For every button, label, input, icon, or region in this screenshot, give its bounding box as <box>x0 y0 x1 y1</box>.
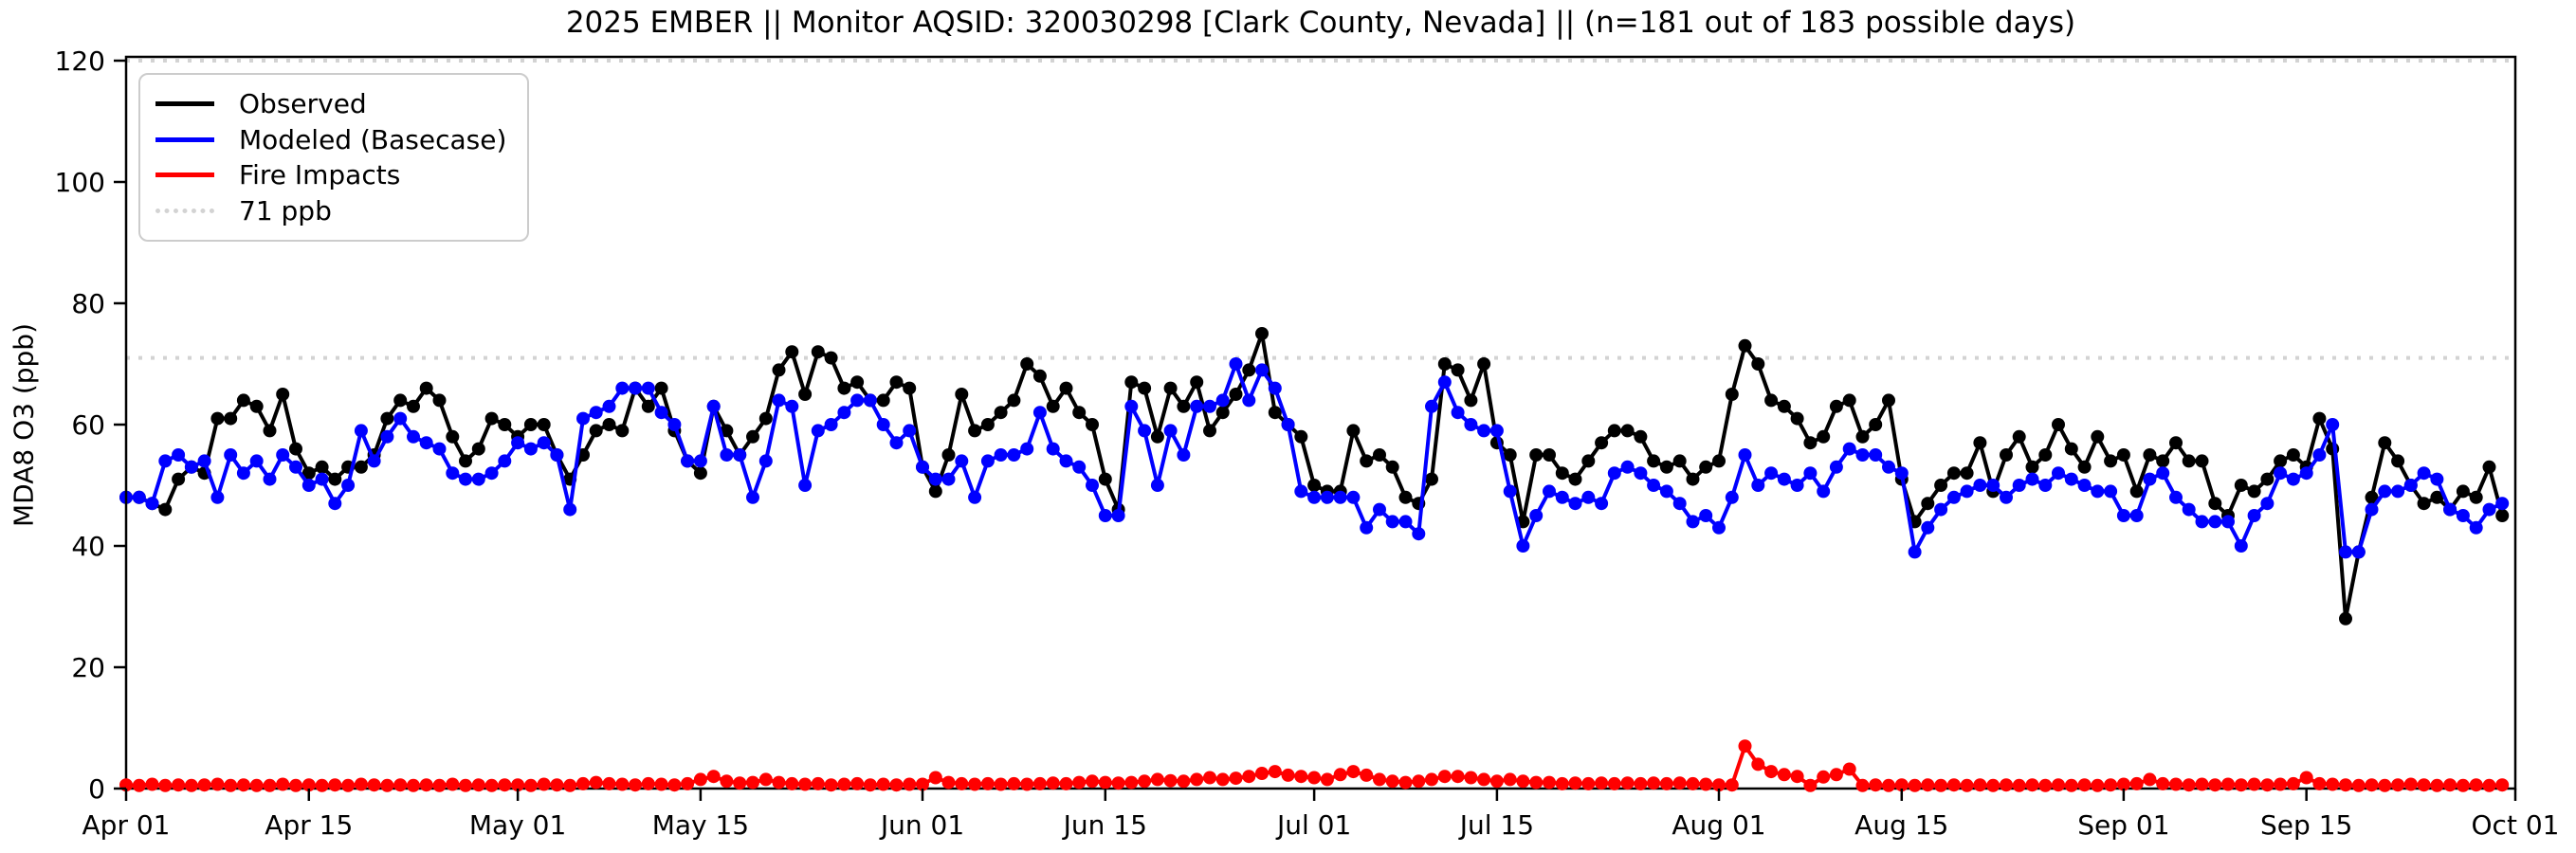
modeled-line-icon <box>155 136 214 142</box>
x-tick-label: Jun 15 <box>1062 809 1147 841</box>
dotted-threshold-line-icon <box>155 208 214 213</box>
x-axis-ticks: Apr 01 Apr 15 May 01 May 15 Jun 01 Jun 15 Jul … <box>82 789 2560 841</box>
x-tick-label: Aug 01 <box>1672 809 1765 841</box>
x-tick-label: Jul 01 <box>1275 809 1351 841</box>
y-tick-label: 0 <box>88 773 105 805</box>
x-tick-label: Sep 15 <box>2260 809 2352 841</box>
series-observed <box>119 327 2510 626</box>
x-tick-label: Oct 01 <box>2472 809 2560 841</box>
observed-line-icon <box>155 101 214 107</box>
legend-item-observed: Observed <box>155 86 506 122</box>
legend-label: Modeled (Basecase) <box>239 123 507 155</box>
x-tick-label: Jun 01 <box>879 809 964 841</box>
legend-item-fire-impacts: Fire Impacts <box>155 157 506 193</box>
legend: Observed Modeled (Basecase) Fire Impacts… <box>138 73 530 242</box>
y-tick-label: 60 <box>71 409 105 441</box>
x-tick-label: May 01 <box>469 809 566 841</box>
y-axis-label: MDA8 O3 (ppb) <box>8 322 40 528</box>
x-tick-label: Apr 01 <box>82 809 171 841</box>
fire-impacts-line-icon <box>155 172 214 178</box>
legend-item-71ppb: 71 ppb <box>155 193 506 229</box>
series-modeled-basecase- <box>119 357 2510 559</box>
y-tick-label: 100 <box>55 167 105 198</box>
x-tick-label: Apr 15 <box>265 809 353 841</box>
legend-item-modeled: Modeled (Basecase) <box>155 122 506 158</box>
y-tick-label: 20 <box>71 652 105 683</box>
legend-label: 71 ppb <box>239 194 332 227</box>
x-tick-label: Sep 01 <box>2077 809 2169 841</box>
chart-title: 2025 EMBER || Monitor AQSID: 320030298 [… <box>565 6 2076 40</box>
y-axis-ticks: 0 20 40 60 80 100 120 <box>55 45 126 805</box>
y-tick-label: 40 <box>71 531 105 562</box>
plot-border <box>124 55 2517 790</box>
y-tick-label: 120 <box>55 45 105 77</box>
y-tick-label: 80 <box>71 288 105 319</box>
series-fire-impacts <box>119 739 2510 792</box>
x-tick-label: Jul 15 <box>1458 809 1534 841</box>
legend-label: Observed <box>239 88 367 120</box>
x-tick-label: May 15 <box>652 809 749 841</box>
x-tick-label: Aug 15 <box>1854 809 1948 841</box>
legend-label: Fire Impacts <box>239 159 401 191</box>
